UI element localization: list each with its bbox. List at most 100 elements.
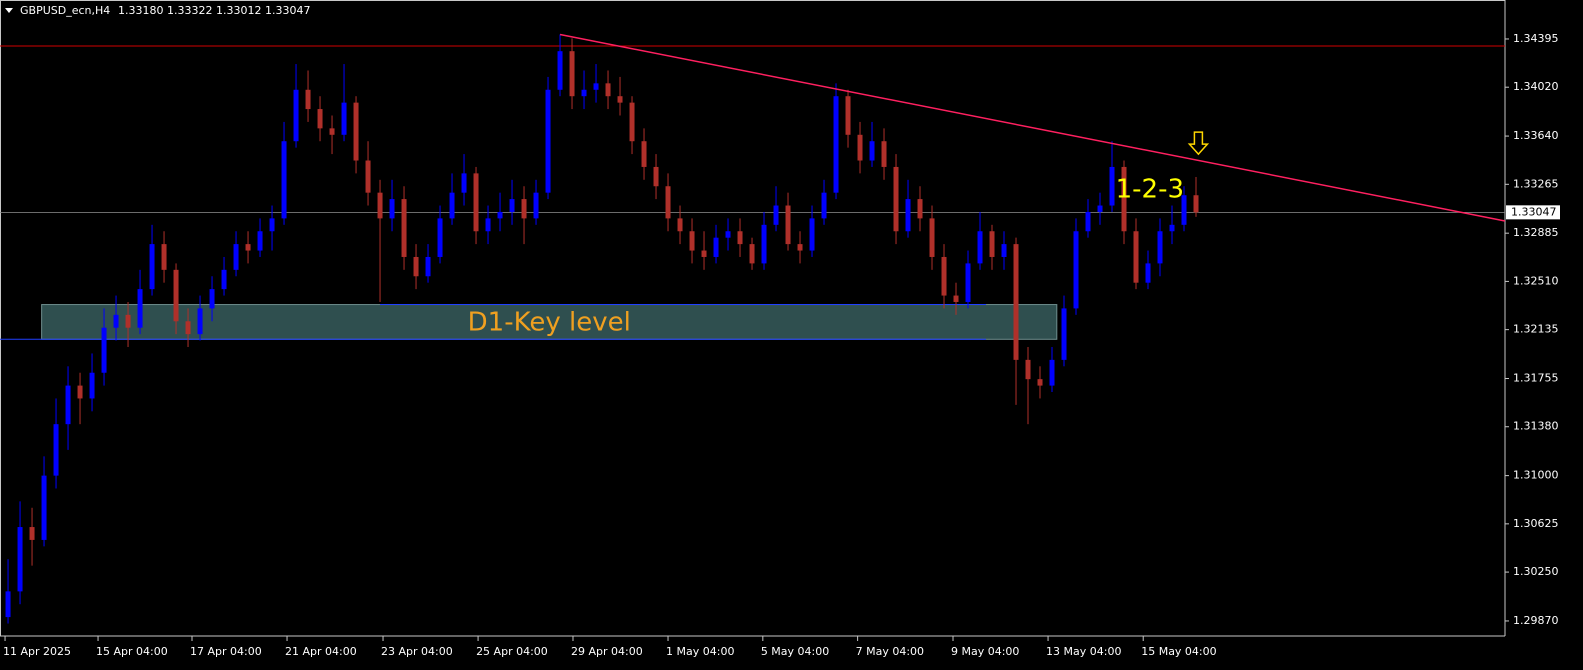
candle-body: [389, 199, 395, 219]
y-tick-label: 1.31755: [1513, 372, 1559, 385]
candle-body: [1085, 211, 1091, 232]
y-tick-label: 1.33265: [1513, 177, 1559, 190]
header-value: 1.33322: [167, 4, 213, 17]
candle-body: [269, 218, 275, 232]
y-tick-label: 1.34020: [1513, 80, 1559, 93]
y-tick-label: 1.30625: [1513, 517, 1559, 530]
candle-body: [365, 160, 371, 193]
header-value: 1.33012: [216, 4, 262, 17]
candle-body: [437, 218, 443, 257]
candle-body: [533, 192, 539, 219]
x-tick-label: 17 Apr 04:00: [190, 645, 262, 658]
candle-body: [1025, 359, 1031, 380]
candle-body: [845, 96, 851, 135]
candle-body: [221, 269, 227, 290]
candle-body: [557, 51, 563, 90]
sell-arrow: [1187, 131, 1210, 156]
candle-body: [161, 244, 167, 270]
candle-body: [209, 289, 215, 309]
candle-body: [1061, 308, 1067, 360]
candle-body: [809, 218, 815, 251]
candle-body: [41, 475, 47, 540]
candle-body: [677, 218, 683, 232]
candle-body: [341, 102, 347, 135]
x-tick-label: 13 May 04:00: [1046, 645, 1121, 658]
candle-body: [761, 224, 767, 264]
x-tick-label: 21 Apr 04:00: [285, 645, 357, 658]
candle-body: [665, 186, 671, 219]
y-tick-label: 1.32885: [1513, 226, 1559, 239]
candle-body: [1013, 244, 1019, 360]
y-tick-label: 1.32510: [1513, 274, 1559, 287]
candle-body: [1169, 224, 1175, 232]
candle-body: [965, 263, 971, 302]
y-tick-label: 1.31000: [1513, 469, 1559, 482]
candle-body: [509, 199, 515, 212]
candle-body: [137, 289, 143, 328]
x-tick-label: 23 Apr 04:00: [381, 645, 453, 658]
candle-body: [1133, 231, 1139, 283]
candle-body: [17, 527, 23, 592]
candle-body: [893, 166, 899, 232]
x-tick-label: 15 May 04:00: [1141, 645, 1216, 658]
zone-label: D1-Key level: [468, 307, 631, 337]
candle-body: [593, 83, 599, 90]
candle-body: [1157, 231, 1163, 264]
x-tick-label: 1 May 04:00: [666, 645, 734, 658]
candle-body: [773, 205, 779, 225]
candle-body: [5, 591, 11, 618]
candle-body: [617, 96, 623, 103]
candle-body: [797, 244, 803, 251]
candle-body: [245, 244, 251, 251]
candle-body: [689, 231, 695, 251]
candle-body: [317, 109, 323, 129]
candle-body: [497, 211, 503, 219]
candle-body: [1097, 205, 1103, 212]
candle-body: [305, 89, 311, 110]
x-tick-label: 15 Apr 04:00: [96, 645, 168, 658]
trendline: [559, 33, 1506, 222]
last-price-box: [1506, 205, 1560, 220]
candle-body: [185, 321, 191, 335]
menu-triangle[interactable]: [5, 8, 13, 13]
x-tick-label: 11 Apr 2025: [3, 645, 71, 658]
candle-body: [1037, 379, 1043, 386]
candle-body: [857, 134, 863, 161]
candle-body: [173, 269, 179, 322]
y-tick-label: 1.31380: [1513, 420, 1559, 433]
candle-body: [869, 141, 875, 161]
candle-body: [701, 250, 707, 257]
candle-body: [989, 231, 995, 257]
candle-body: [1193, 195, 1199, 213]
candle-body: [917, 199, 923, 219]
candle-body: [581, 89, 587, 97]
x-tick-label: 29 Apr 04:00: [571, 645, 643, 658]
candle-body: [881, 141, 887, 167]
symbol: GBPUSD_ecn,H4: [20, 4, 110, 17]
candle-body: [725, 231, 731, 238]
candle-body: [977, 231, 983, 264]
candle-body: [713, 237, 719, 257]
y-tick-label: 1.29870: [1513, 614, 1559, 627]
candle-body: [401, 199, 407, 257]
candle-body: [653, 166, 659, 187]
candle-body: [1109, 166, 1115, 206]
candle-body: [1145, 263, 1151, 283]
candle-body: [101, 327, 107, 373]
candle-body: [629, 102, 635, 142]
last-price-label: 1.33047: [1511, 205, 1557, 218]
x-tick-label: 25 Apr 04:00: [476, 645, 548, 658]
candle-body: [1001, 244, 1007, 257]
candle-body: [749, 244, 755, 264]
candle-body: [353, 102, 359, 161]
candle-body: [125, 314, 131, 328]
candle-body: [905, 199, 911, 232]
candle-body: [485, 218, 491, 232]
candle-body: [53, 424, 59, 476]
y-tick-label: 1.34395: [1513, 32, 1559, 45]
candle-body: [641, 141, 647, 167]
candle-body: [29, 527, 35, 540]
candle-body: [425, 256, 431, 277]
